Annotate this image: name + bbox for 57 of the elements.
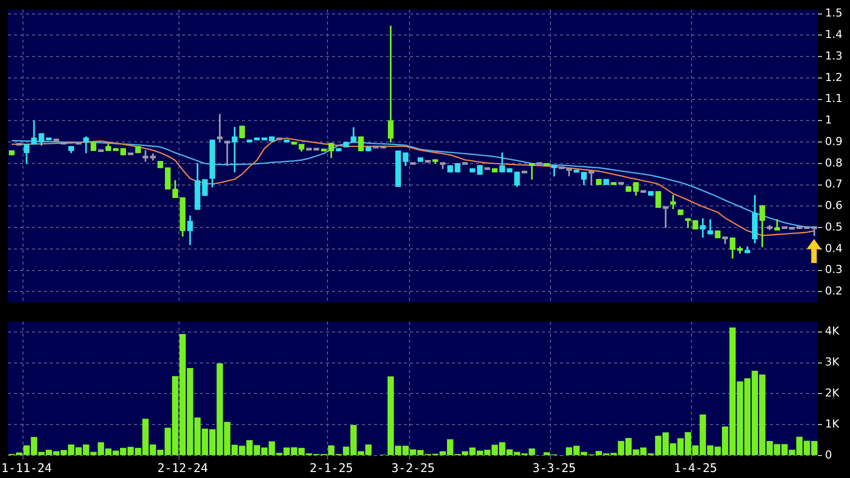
candlestick [462, 162, 468, 165]
candlestick [603, 178, 610, 185]
candlestick [112, 148, 119, 151]
candlestick [53, 138, 60, 142]
candlestick [418, 157, 424, 162]
candlestick [380, 146, 386, 148]
candlestick [536, 162, 542, 165]
x-tick-label: 2-12-24 [157, 460, 208, 475]
y-tick-label: 0.4 [825, 242, 842, 255]
y-tick-label: 0.5 [825, 220, 842, 234]
candlestick [544, 163, 550, 166]
candlestick [120, 148, 126, 156]
candlestick [440, 162, 446, 169]
y-tick-label: 0.2 [825, 284, 842, 298]
y-tick-label: 1 [825, 114, 832, 127]
candlestick [366, 146, 372, 152]
candlestick [284, 140, 290, 142]
candlestick [648, 191, 654, 196]
candlestick [522, 170, 528, 174]
x-tick-label: 1-4-25 [674, 460, 718, 475]
candlestick [662, 206, 668, 228]
candlestick [640, 190, 646, 193]
candlestick [358, 136, 364, 152]
candlestick [678, 210, 684, 216]
y-tick-label: 0.9 [825, 134, 842, 148]
y-tick-label: 4K [825, 324, 840, 338]
candlestick [618, 182, 624, 185]
candlestick [336, 148, 342, 152]
candlestick [610, 182, 616, 185]
y-tick-label: 1.3 [825, 49, 842, 62]
candlestick [135, 146, 141, 154]
candlestick [373, 146, 379, 148]
candlestick [164, 167, 171, 190]
y-tick-label: 0.7 [825, 178, 842, 191]
candlestick [268, 136, 275, 142]
x-tick-label: 1-11-24 [1, 460, 52, 475]
y-tick-label: 0.8 [825, 156, 842, 170]
candlestick [410, 162, 416, 165]
y-tick-label: 1.4 [825, 28, 842, 42]
candlestick [454, 163, 460, 172]
candlestick [8, 150, 15, 156]
candlestick [596, 178, 602, 185]
y-tick-label: 1.5 [825, 6, 842, 20]
y-tick-label: 1.1 [825, 92, 842, 106]
y-tick-label: 0.3 [825, 263, 842, 276]
y-tick-label: 3K [825, 356, 840, 369]
candlestick [655, 191, 662, 208]
y-tick-label: 1K [825, 418, 840, 431]
candlestick [239, 126, 245, 138]
y-tick-label: 0.6 [825, 199, 842, 212]
y-tick-label: 2K [825, 386, 840, 400]
x-tick-label: 3-3-25 [532, 460, 576, 475]
x-tick-label: 2-1-25 [310, 460, 353, 475]
candlestick [90, 142, 96, 151]
y-tick-label: 0 [825, 448, 832, 462]
y-tick-label: 1.2 [825, 70, 842, 84]
x-tick-label: 3-2-25 [391, 460, 435, 475]
